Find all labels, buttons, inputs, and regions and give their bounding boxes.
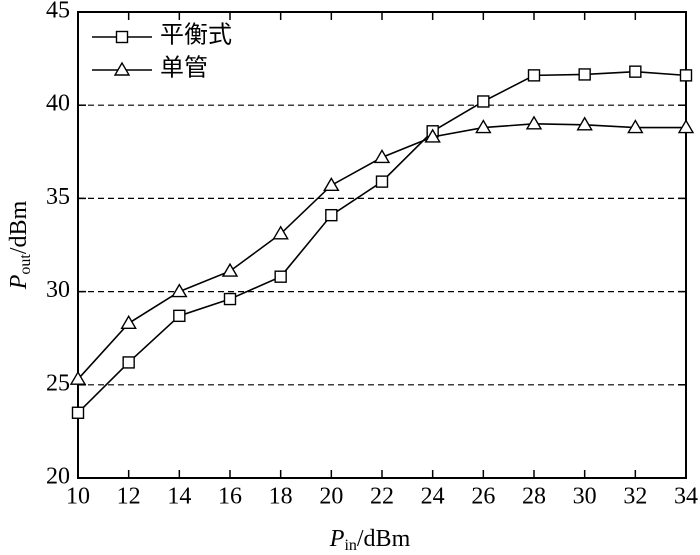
x-tick-label: 32 bbox=[623, 484, 647, 510]
x-tick-label: 30 bbox=[573, 484, 597, 510]
data-point bbox=[629, 65, 642, 78]
data-point bbox=[578, 68, 591, 81]
series-line bbox=[77, 70, 687, 414]
data-point bbox=[527, 69, 541, 82]
data-point bbox=[71, 406, 85, 419]
y-tick-label: 25 bbox=[46, 370, 70, 396]
x-tick-label: 18 bbox=[269, 484, 293, 510]
plot-frame bbox=[77, 11, 687, 479]
x-tick-label: 14 bbox=[167, 484, 191, 510]
data-point bbox=[120, 314, 137, 329]
data-point bbox=[323, 176, 340, 192]
data-point bbox=[375, 175, 389, 188]
data-point bbox=[477, 95, 490, 108]
data-point bbox=[122, 356, 135, 369]
data-point bbox=[171, 283, 188, 298]
data-point bbox=[525, 115, 543, 130]
y-tick-label: 20 bbox=[46, 464, 70, 490]
legend-marker bbox=[115, 30, 129, 44]
x-tick-label: 16 bbox=[218, 484, 242, 510]
y-tick-label: 45 bbox=[46, 0, 70, 24]
y-axis-label: Pout/dBm bbox=[6, 200, 34, 290]
x-tick-label: 34 bbox=[674, 484, 698, 510]
data-point bbox=[272, 225, 289, 240]
legend-label: 平衡式 bbox=[160, 22, 232, 49]
data-point bbox=[173, 309, 186, 323]
x-tick-label: 12 bbox=[117, 484, 141, 510]
x-axis-label: Pin/dBm bbox=[329, 526, 411, 554]
x-tick-label: 28 bbox=[522, 484, 546, 510]
data-point bbox=[677, 119, 695, 134]
data-point bbox=[325, 208, 338, 222]
data-point bbox=[679, 69, 693, 82]
data-point bbox=[221, 262, 239, 277]
x-tick-label: 24 bbox=[421, 484, 445, 510]
legend-label: 单管 bbox=[160, 55, 208, 82]
legend-marker bbox=[113, 61, 131, 76]
x-tick-label: 10 bbox=[66, 484, 90, 510]
x-tick-label: 20 bbox=[319, 484, 343, 510]
data-point bbox=[69, 370, 87, 385]
data-point bbox=[475, 119, 492, 134]
data-point bbox=[424, 128, 441, 143]
data-point bbox=[576, 116, 593, 131]
data-point bbox=[223, 292, 237, 306]
data-point bbox=[274, 270, 287, 283]
data-point bbox=[373, 149, 391, 164]
x-tick-label: 26 bbox=[471, 484, 495, 510]
y-tick-label: 40 bbox=[46, 91, 70, 117]
y-tick-label: 35 bbox=[46, 184, 70, 210]
y-tick-label: 30 bbox=[46, 277, 70, 303]
x-tick-label: 22 bbox=[370, 484, 394, 510]
data-point bbox=[627, 119, 644, 134]
